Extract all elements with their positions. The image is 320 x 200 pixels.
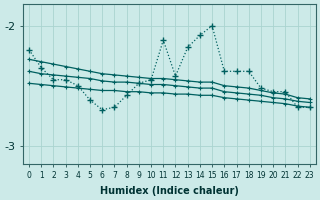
X-axis label: Humidex (Indice chaleur): Humidex (Indice chaleur) bbox=[100, 186, 239, 196]
